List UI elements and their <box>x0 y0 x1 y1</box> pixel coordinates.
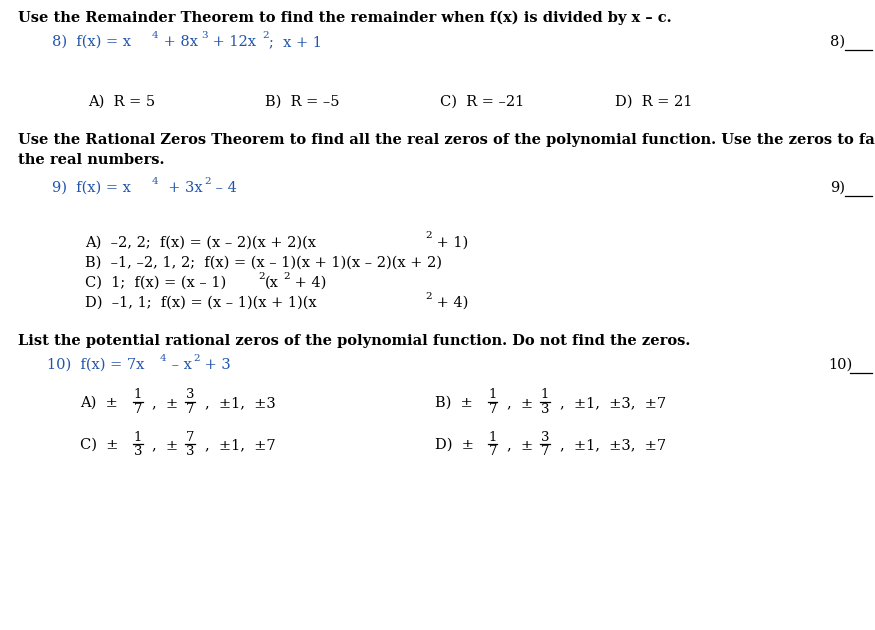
Text: 3: 3 <box>186 389 194 401</box>
Text: ,  ±1,  ±7: , ±1, ±7 <box>205 438 276 452</box>
Text: + 1): + 1) <box>432 236 468 250</box>
Text: B)  –1, –2, 1, 2;  f(x) = (x – 1)(x + 1)(x – 2)(x + 2): B) –1, –2, 1, 2; f(x) = (x – 1)(x + 1)(x… <box>85 256 442 270</box>
Text: 10)  f(x) = 7x: 10) f(x) = 7x <box>47 358 144 372</box>
Text: + 8x: + 8x <box>159 35 198 49</box>
Text: List the potential rational zeros of the polynomial function. Do not find the ze: List the potential rational zeros of the… <box>18 334 690 348</box>
Text: ,  ±: , ± <box>507 438 533 452</box>
Text: 3: 3 <box>541 430 549 444</box>
Text: ,  ±1,  ±3,  ±7: , ±1, ±3, ±7 <box>560 438 666 452</box>
Text: 2: 2 <box>204 176 211 185</box>
Text: 7: 7 <box>488 445 497 457</box>
Text: + 3x: + 3x <box>159 181 203 195</box>
Text: 4: 4 <box>160 353 166 362</box>
Text: 7: 7 <box>186 430 194 444</box>
Text: 3: 3 <box>134 445 142 457</box>
Text: 2: 2 <box>425 231 431 241</box>
Text: 1: 1 <box>134 389 142 401</box>
Text: C)  ±: C) ± <box>80 438 118 452</box>
Text: A)  –2, 2;  f(x) = (x – 2)(x + 2)(x: A) –2, 2; f(x) = (x – 2)(x + 2)(x <box>85 236 316 250</box>
Text: 7: 7 <box>541 445 549 457</box>
Text: C)  1;  f(x) = (x – 1): C) 1; f(x) = (x – 1) <box>85 276 227 290</box>
Text: A)  ±: A) ± <box>80 396 118 410</box>
Text: 4: 4 <box>152 30 158 40</box>
Text: 8)  f(x) = x: 8) f(x) = x <box>52 35 131 49</box>
Text: 7: 7 <box>186 403 194 416</box>
Text: 2: 2 <box>258 272 264 280</box>
Text: + 4): + 4) <box>432 296 468 310</box>
Text: + 12x: + 12x <box>208 35 256 49</box>
Text: 2: 2 <box>262 30 269 40</box>
Text: 1: 1 <box>541 389 549 401</box>
Text: ,  ±: , ± <box>507 396 533 410</box>
Text: 8): 8) <box>830 35 845 49</box>
Text: 2: 2 <box>283 272 290 280</box>
Text: C)  R = –21: C) R = –21 <box>440 95 524 109</box>
Text: A)  R = 5: A) R = 5 <box>88 95 155 109</box>
Text: 4: 4 <box>152 176 158 185</box>
Text: 9)  f(x) = x: 9) f(x) = x <box>52 181 131 195</box>
Text: D)  R = 21: D) R = 21 <box>615 95 692 109</box>
Text: 7: 7 <box>488 403 497 416</box>
Text: ;  x + 1: ; x + 1 <box>269 35 322 49</box>
Text: + 3: + 3 <box>200 358 231 372</box>
Text: – 4: – 4 <box>211 181 237 195</box>
Text: the real numbers.: the real numbers. <box>18 153 164 167</box>
Text: + 4): + 4) <box>290 276 326 290</box>
Text: 1: 1 <box>488 389 497 401</box>
Text: 3: 3 <box>541 403 549 416</box>
Text: 9): 9) <box>830 181 845 195</box>
Text: 3: 3 <box>201 30 207 40</box>
Text: ,  ±1,  ±3: , ±1, ±3 <box>205 396 276 410</box>
Text: – x: – x <box>167 358 192 372</box>
Text: Use the Remainder Theorem to find the remainder when f(x) is divided by x – c.: Use the Remainder Theorem to find the re… <box>18 11 672 25</box>
Text: Use the Rational Zeros Theorem to find all the real zeros of the polynomial func: Use the Rational Zeros Theorem to find a… <box>18 133 875 147</box>
Text: (x: (x <box>265 276 279 290</box>
Text: 1: 1 <box>134 430 142 444</box>
Text: 2: 2 <box>193 353 200 362</box>
Text: D)  –1, 1;  f(x) = (x – 1)(x + 1)(x: D) –1, 1; f(x) = (x – 1)(x + 1)(x <box>85 296 317 310</box>
Text: ,  ±: , ± <box>152 438 178 452</box>
Text: 7: 7 <box>134 403 142 416</box>
Text: ,  ±: , ± <box>152 396 178 410</box>
Text: B)  ±: B) ± <box>435 396 473 410</box>
Text: 10): 10) <box>828 358 852 372</box>
Text: ,  ±1,  ±3,  ±7: , ±1, ±3, ±7 <box>560 396 666 410</box>
Text: 3: 3 <box>186 445 194 457</box>
Text: 2: 2 <box>425 292 431 301</box>
Text: B)  R = –5: B) R = –5 <box>265 95 340 109</box>
Text: 1: 1 <box>488 430 497 444</box>
Text: D)  ±: D) ± <box>435 438 474 452</box>
